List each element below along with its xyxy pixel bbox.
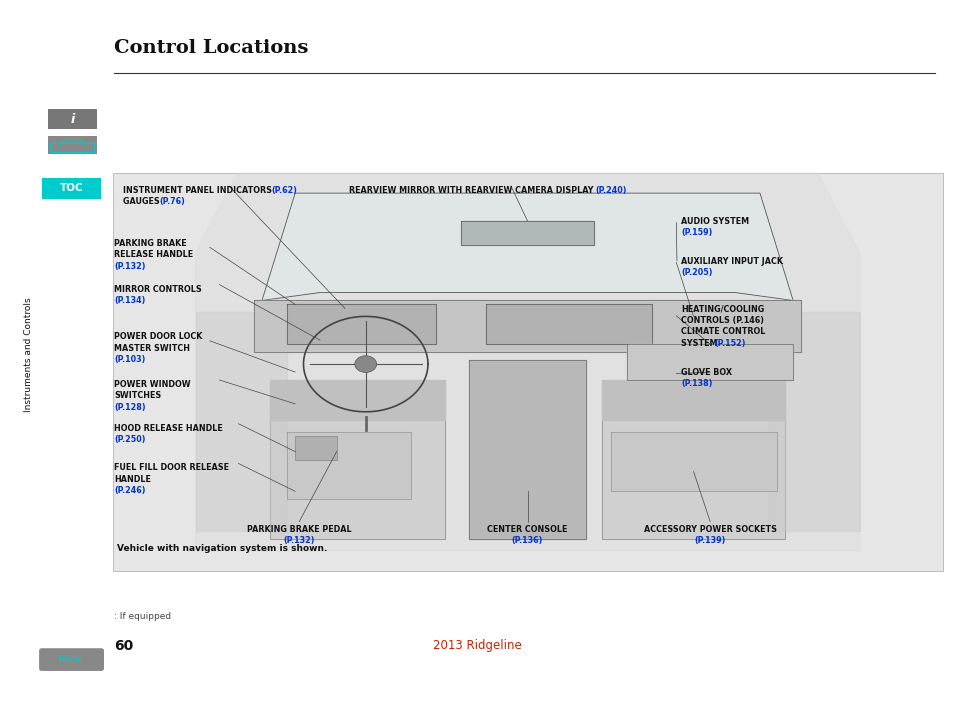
Text: RELEASE HANDLE: RELEASE HANDLE [114,250,193,259]
Text: TOC: TOC [60,183,83,193]
Bar [294,436,336,459]
Text: (P.205): (P.205) [680,268,712,277]
FancyBboxPatch shape [42,178,101,199]
Text: (P.62): (P.62) [272,186,297,195]
Text: MASTER SWITCH: MASTER SWITCH [114,344,191,353]
Text: CLIMATE CONTROL: CLIMATE CONTROL [680,327,764,336]
Text: REARVIEW MIRROR WITH REARVIEW CAMERA DISPLAY: REARVIEW MIRROR WITH REARVIEW CAMERA DIS… [349,186,598,195]
Text: AUDIO SYSTEM: AUDIO SYSTEM [680,217,748,226]
Text: MIRROR CONTROLS: MIRROR CONTROLS [114,285,202,293]
Text: (P.139): (P.139) [694,537,725,545]
Text: (P.159): (P.159) [680,229,712,237]
Polygon shape [486,305,652,344]
FancyBboxPatch shape [39,648,104,671]
Text: SWITCHES: SWITCHES [114,391,162,400]
Text: (P.132): (P.132) [114,261,146,271]
Polygon shape [469,360,585,539]
Ellipse shape [355,356,376,373]
Polygon shape [195,173,859,551]
Text: (P.128): (P.128) [114,403,146,412]
FancyBboxPatch shape [48,136,97,154]
FancyBboxPatch shape [48,109,97,129]
Text: (P.136): (P.136) [512,537,542,545]
Polygon shape [253,300,801,352]
Text: (P.152): (P.152) [714,339,745,347]
Text: PARKING BRAKE PEDAL: PARKING BRAKE PEDAL [247,525,352,534]
Text: GLOVE BOX: GLOVE BOX [680,368,731,377]
Text: 2013 Ridgeline: 2013 Ridgeline [432,639,521,652]
Text: PARKING BRAKE: PARKING BRAKE [114,239,187,248]
Polygon shape [195,312,287,531]
Text: INSTRUMENT PANEL INDICATORS: INSTRUMENT PANEL INDICATORS [123,186,274,195]
Text: (P.76): (P.76) [159,197,185,206]
Text: GAUGES: GAUGES [123,197,162,206]
Text: HEATING/COOLING: HEATING/COOLING [680,305,763,313]
Text: AUXILIARY INPUT JACK: AUXILIARY INPUT JACK [680,257,782,266]
Text: HOOD RELEASE HANDLE: HOOD RELEASE HANDLE [114,424,223,432]
Text: : If equipped: : If equipped [114,612,172,621]
Polygon shape [287,432,411,499]
Text: Home: Home [59,655,84,664]
Polygon shape [270,380,444,420]
FancyBboxPatch shape [112,173,942,571]
Text: CONTROLS (P.146): CONTROLS (P.146) [680,316,763,324]
Polygon shape [262,193,792,300]
Polygon shape [610,432,776,491]
Text: Control Locations: Control Locations [114,39,309,57]
Text: (P.132): (P.132) [283,537,314,545]
Text: (P.240): (P.240) [595,186,626,195]
Polygon shape [626,344,792,380]
Text: (P.134): (P.134) [114,296,146,305]
Text: ACCESSORY POWER SOCKETS: ACCESSORY POWER SOCKETS [643,525,776,534]
Text: Vehicle with navigation system is shown.: Vehicle with navigation system is shown. [117,544,328,553]
Polygon shape [270,412,444,539]
Text: HANDLE: HANDLE [114,475,152,484]
Polygon shape [287,305,436,344]
Text: 60: 60 [114,639,133,653]
Text: (P.250): (P.250) [114,435,146,444]
Text: FUEL FILL DOOR RELEASE: FUEL FILL DOOR RELEASE [114,464,230,472]
Polygon shape [601,412,784,539]
Polygon shape [767,312,859,531]
Text: POWER WINDOW: POWER WINDOW [114,380,191,389]
Text: i: i [71,113,74,126]
Text: (P.246): (P.246) [114,486,146,495]
Text: Instruments and Controls: Instruments and Controls [24,297,33,413]
Polygon shape [601,380,784,420]
Text: POWER DOOR LOCK: POWER DOOR LOCK [114,332,203,342]
Text: (P.138): (P.138) [680,379,712,388]
Text: (P.103): (P.103) [114,355,146,364]
Polygon shape [460,221,594,245]
Text: SYSTEM: SYSTEM [680,339,720,347]
Text: CENTER CONSOLE: CENTER CONSOLE [487,525,567,534]
